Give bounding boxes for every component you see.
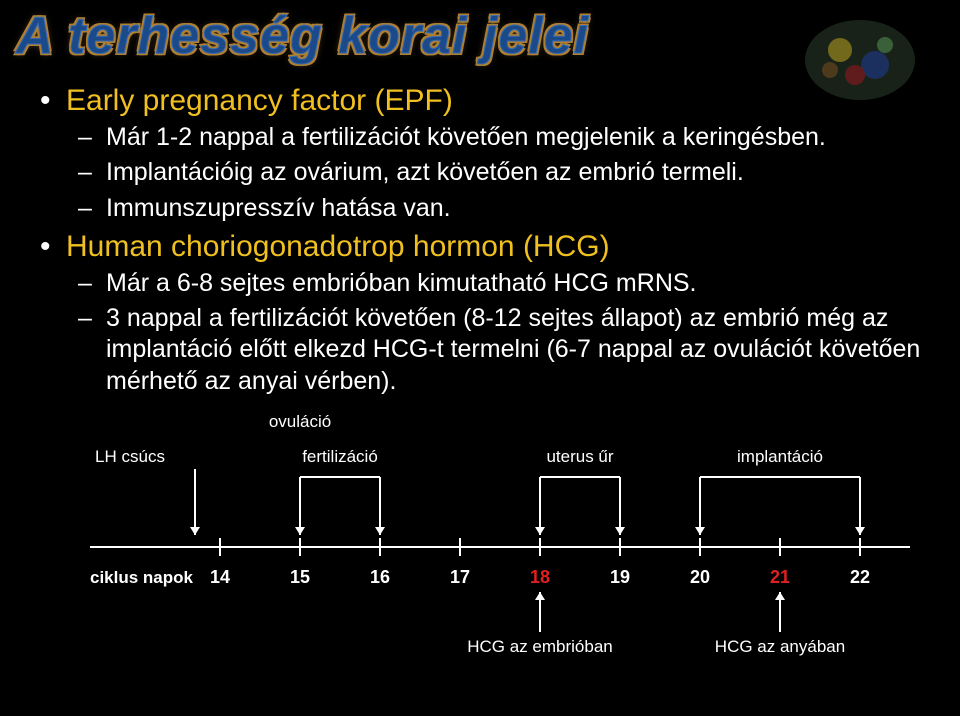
sub-item: Már a 6-8 sejtes embrióban kimutatható H… — [66, 268, 930, 299]
bullet-list: Early pregnancy factor (EPF) Már 1-2 nap… — [30, 84, 930, 397]
bullet-heading: Early pregnancy factor (EPF) — [66, 84, 453, 117]
timeline-svg: 14 15 16 17 18 19 20 21 22 ciklus napok ovuláció LH… — [30, 407, 930, 657]
svg-text:LH csúcs: LH csúcs — [95, 447, 165, 466]
svg-text:ovuláció: ovuláció — [269, 412, 331, 431]
svg-text:uterus űr: uterus űr — [546, 447, 613, 466]
svg-text:19: 19 — [610, 567, 630, 587]
sub-list: Már 1-2 nappal a fertilizációt követően … — [66, 122, 930, 224]
svg-text:fertilizáció: fertilizáció — [302, 447, 378, 466]
svg-text:18: 18 — [530, 567, 550, 587]
bullet-item: Human choriogonadotrop hormon (HCG) Már … — [30, 230, 930, 397]
sub-item: Implantációig az ovárium, azt követően a… — [66, 157, 930, 188]
svg-text:ciklus napok: ciklus napok — [90, 568, 194, 587]
timeline-diagram: 14 15 16 17 18 19 20 21 22 ciklus napok ovuláció LH… — [30, 407, 930, 657]
sub-item: Már 1-2 nappal a fertilizációt követően … — [66, 122, 930, 153]
svg-text:17: 17 — [450, 567, 470, 587]
bullet-heading: Human choriogonadotrop hormon (HCG) — [66, 230, 610, 263]
sub-item: 3 nappal a fertilizációt követően (8-12 … — [66, 303, 930, 397]
svg-text:implantáció: implantáció — [737, 447, 823, 466]
svg-text:14: 14 — [210, 567, 230, 587]
content-area: Early pregnancy factor (EPF) Már 1-2 nap… — [0, 66, 960, 397]
svg-text:15: 15 — [290, 567, 310, 587]
sub-list: Már a 6-8 sejtes embrióban kimutatható H… — [66, 268, 930, 397]
svg-text:16: 16 — [370, 567, 390, 587]
svg-text:22: 22 — [850, 567, 870, 587]
svg-text:21: 21 — [770, 567, 790, 587]
svg-text:20: 20 — [690, 567, 710, 587]
sub-item: Immunszupresszív hatása van. — [66, 193, 930, 224]
svg-text:HCG az anyában: HCG az anyában — [715, 637, 845, 656]
bullet-item: Early pregnancy factor (EPF) Már 1-2 nap… — [30, 84, 930, 224]
svg-text:HCG az embrióban: HCG az embrióban — [467, 637, 613, 656]
